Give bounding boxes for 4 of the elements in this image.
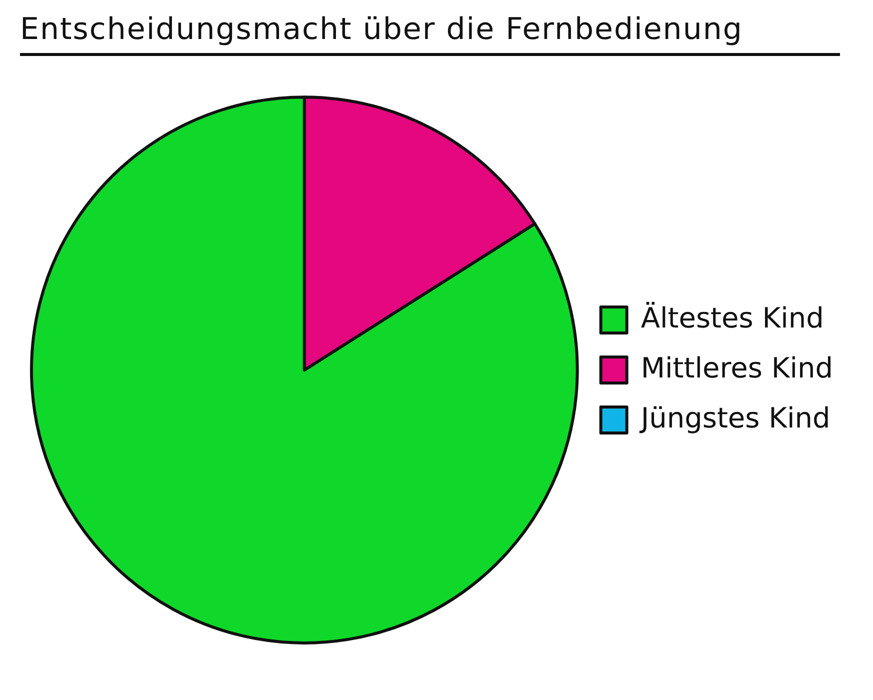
legend-label: Mittleres Kind: [640, 351, 833, 384]
chart-title: Entscheidungsmacht über die Fernbedienung: [20, 12, 840, 56]
legend-label: Jüngstes Kind: [638, 401, 830, 434]
legend-label: Ältestes Kind: [640, 301, 824, 334]
